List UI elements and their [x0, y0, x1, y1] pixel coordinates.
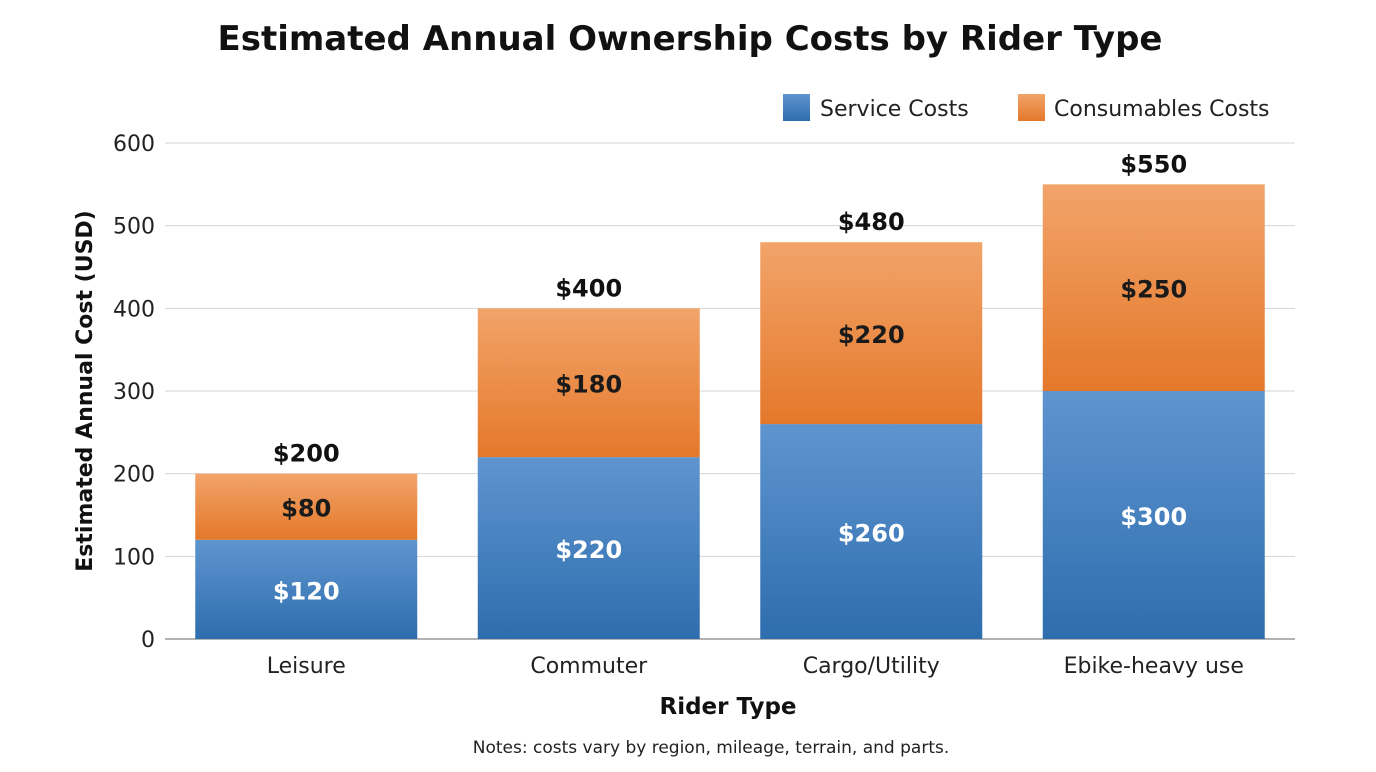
x-axis-ticks: Leisure Commuter Cargo/Utility Ebike-heavy … [267, 654, 1244, 679]
data-label: $250 [1120, 276, 1187, 304]
legend-swatch-service [783, 94, 810, 121]
bar-segment [195, 539, 418, 639]
x-axis-label: Rider Type [659, 694, 796, 720]
x-tick-label: Leisure [267, 654, 346, 679]
legend: Service Costs Consumables Costs [783, 94, 1270, 122]
y-tick-label: 100 [113, 545, 155, 570]
bar-segment [1042, 184, 1265, 391]
legend-label-consumables: Consumables Costs [1054, 97, 1270, 122]
chart-title: Estimated Annual Ownership Costs by Ride… [218, 19, 1163, 59]
bar-segment [760, 424, 983, 639]
data-label: $260 [838, 520, 905, 548]
bar-segment [195, 473, 418, 540]
data-label: $180 [555, 371, 622, 399]
total-label: $550 [1120, 150, 1187, 178]
bar-segment [477, 457, 700, 639]
bar-segment [1042, 391, 1265, 639]
data-label: $80 [281, 495, 331, 523]
y-tick-label: 400 [113, 297, 155, 322]
x-tick-label: Commuter [530, 654, 648, 679]
total-label: $400 [555, 274, 622, 302]
y-tick-label: 600 [113, 132, 155, 157]
total-label: $200 [273, 440, 340, 468]
bar-segment [760, 242, 983, 425]
y-axis-label: Estimated Annual Cost (USD) [73, 210, 98, 571]
data-label: $120 [273, 577, 340, 605]
data-label: $300 [1120, 503, 1187, 531]
y-tick-label: 300 [113, 380, 155, 405]
total-label: $480 [838, 208, 905, 236]
chart-note: Notes: costs vary by region, mileage, te… [473, 738, 950, 758]
x-tick-label: Ebike-heavy use [1064, 654, 1244, 679]
legend-label-service: Service Costs [820, 97, 969, 122]
y-axis-ticks: 0 100 200 300 400 500 600 [113, 132, 155, 653]
x-tick-label: Cargo/Utility [803, 654, 940, 679]
data-label: $220 [838, 321, 905, 349]
bars: $120 $80 $200 $220 $180 $400 $260 $220 $480 $300 $… [195, 150, 1265, 639]
y-tick-label: 500 [113, 215, 155, 240]
bar-segment [477, 308, 700, 458]
y-tick-label: 0 [141, 628, 155, 653]
legend-swatch-consumables [1018, 94, 1045, 121]
data-label: $220 [555, 536, 622, 564]
y-tick-label: 200 [113, 463, 155, 488]
